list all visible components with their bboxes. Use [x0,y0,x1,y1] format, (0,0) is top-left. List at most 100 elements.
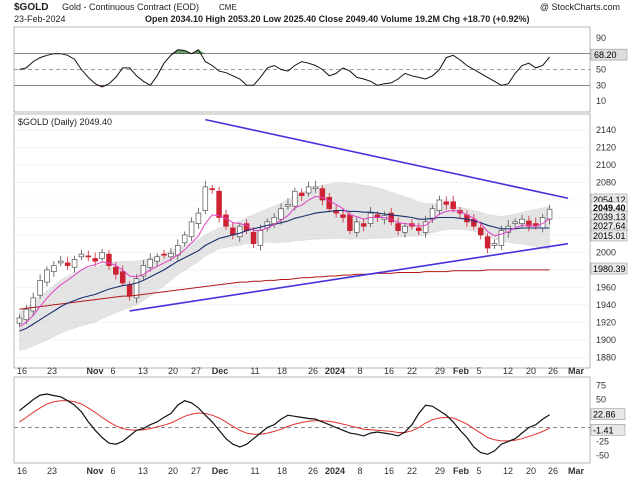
macd-value-tag: 22.86 [593,410,616,420]
rsi-value-tag: 68.20 [594,50,617,60]
candle-body [223,214,229,227]
x-tick-label: 8 [357,366,362,376]
x-tick-label: 27 [191,466,201,476]
rsi-line [19,49,550,88]
x-tick-label: 26 [308,366,318,376]
price-tick-label: 1960 [596,282,616,292]
x-tick-label: Mar [568,466,585,476]
candle-body [237,225,243,238]
price-value-tag: 2054.12 [593,195,626,205]
ma200-line [19,269,550,310]
candle-body [526,220,532,227]
candle-body [195,212,202,224]
candle-body [181,234,188,244]
candle-body [37,280,43,296]
x-tick-label: 2024 [325,366,345,376]
upper-trendline [205,118,569,200]
candle-body [71,259,78,268]
header-exchange: CME [219,3,237,12]
watermark: @ StockCharts.com [540,2,620,12]
x-tick-label: Nov [86,366,103,376]
candle-body [512,221,518,224]
candle-body [113,266,119,275]
x-tick-label: 27 [191,366,201,376]
rsi-tick-label: 50 [596,65,606,75]
candle-body [388,212,394,223]
candle-body [133,278,140,299]
candle-body [161,253,167,256]
x-tick-label: 29 [435,366,445,376]
price-tick-label: 1880 [596,352,616,362]
header-symbol: $GOLD [14,2,48,13]
price-tick-label: 2120 [596,143,616,153]
header: $GOLD Gold - Continuous Contract (EOD) C… [14,2,620,24]
candle-body [312,186,319,189]
price-value-tag: 2039.13 [593,212,626,222]
price-tick-label: 1900 [596,335,616,345]
x-tick-label: 11 [250,366,259,376]
candle-body [271,217,277,224]
x-tick-label: 16 [17,466,27,476]
price-tick-label: 2140 [596,125,616,135]
candle-body [436,199,443,211]
x-tick-label: 22 [407,366,417,376]
candle-body [519,218,525,224]
header-date: 23-Feb-2024 [14,14,66,24]
rsi-tick-label: 10 [596,96,606,106]
macd-signal-line [19,400,550,442]
x-tick-label: Mar [568,366,585,376]
candle-body [498,230,505,246]
rsi-panel: 103050709068.20 [14,33,628,106]
x-tick-label: 11 [250,466,259,476]
price-value-tag: 2015.01 [593,231,626,241]
x-axis-lower: 16 23 Nov 6 13 20 27 Dec 11 18 26 2024 8 16 22 29 Feb 5 12… [17,466,585,476]
sma-line [19,209,550,332]
candle-body [450,201,456,210]
candle-body [202,186,209,211]
candle-body [188,221,195,238]
macd-value-tag-bg [590,424,626,436]
x-tick-label: 20 [526,466,536,476]
x-tick-label: 20 [168,366,178,376]
price-tick-label: 2000 [596,247,616,257]
candle-body [78,253,85,258]
macd-panel-frame [13,376,591,464]
candle-body [30,297,36,312]
rsi-overbought-fill [170,49,178,54]
candle-body [340,214,346,218]
candle-body [429,208,436,220]
candle-body [477,227,484,236]
x-tick-label: 26 [308,466,318,476]
candle-body [278,208,284,220]
candle-body [147,259,154,268]
candle-body [168,252,174,258]
candle-body [422,221,429,233]
candle-body [305,186,312,194]
macd-line [19,393,550,455]
x-tick-label: Nov [86,466,103,476]
price-value-tag-bg [590,262,628,275]
rsi-value-tag-bg [590,48,628,61]
x-tick-label: Dec [212,366,229,376]
x-tick-label: 16 [384,366,394,376]
price-value-tag: 1980.39 [593,264,626,274]
x-tick-label: 18 [277,466,287,476]
candle-body [257,230,264,246]
candle-body [51,265,57,272]
x-tick-label: Feb [453,466,470,476]
macd-value-tag-bg [590,408,626,420]
candle-body [140,265,147,277]
macd-tick-label: 75 [596,381,606,391]
x-tick-label: 5 [476,466,481,476]
candle-body [85,255,92,258]
candle-body [154,256,160,262]
x-tick-label: 20 [168,466,178,476]
candle-body [491,243,498,246]
candle-body [16,317,23,324]
candle-body [119,271,126,284]
candle-body [347,214,353,231]
x-tick-label: 6 [110,366,115,376]
candle-body [209,188,215,190]
price-band-fill [19,182,550,351]
candle-body [360,223,367,227]
